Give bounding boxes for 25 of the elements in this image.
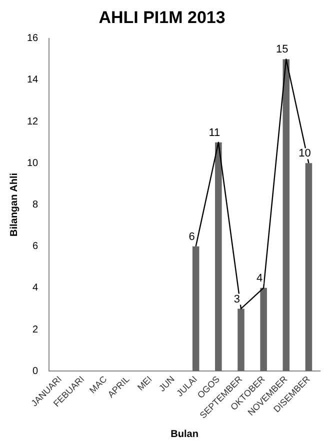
data-label: 4 [256, 272, 263, 284]
y-tick-label: 10 [27, 158, 39, 169]
y-tick-label: 8 [32, 200, 39, 211]
y-tick-label: 6 [32, 241, 39, 252]
bar [192, 246, 200, 372]
y-tick-label: 2 [32, 324, 39, 336]
y-tick-label: 0 [32, 366, 39, 377]
bar [282, 59, 290, 372]
data-label: 6 [188, 230, 195, 243]
data-label: 11 [208, 126, 220, 139]
bar [260, 288, 267, 372]
bar [238, 308, 244, 372]
x-tick-label: MEI [135, 374, 154, 392]
y-tick-label: 14 [27, 74, 39, 86]
data-label: 15 [276, 44, 288, 56]
data-label: 3 [234, 293, 240, 306]
bar [305, 163, 312, 372]
y-tick-label: 4 [32, 282, 39, 294]
y-tick-label: 16 [27, 33, 39, 44]
chart-title: AHLI PI1M 2013 [98, 8, 226, 27]
bar [215, 142, 222, 372]
y-tick-label: 12 [27, 116, 39, 128]
y-axis-title: Bilangan Ahli [8, 172, 20, 237]
data-label: 10 [298, 148, 311, 160]
x-axis-title: Bulan [170, 428, 198, 440]
